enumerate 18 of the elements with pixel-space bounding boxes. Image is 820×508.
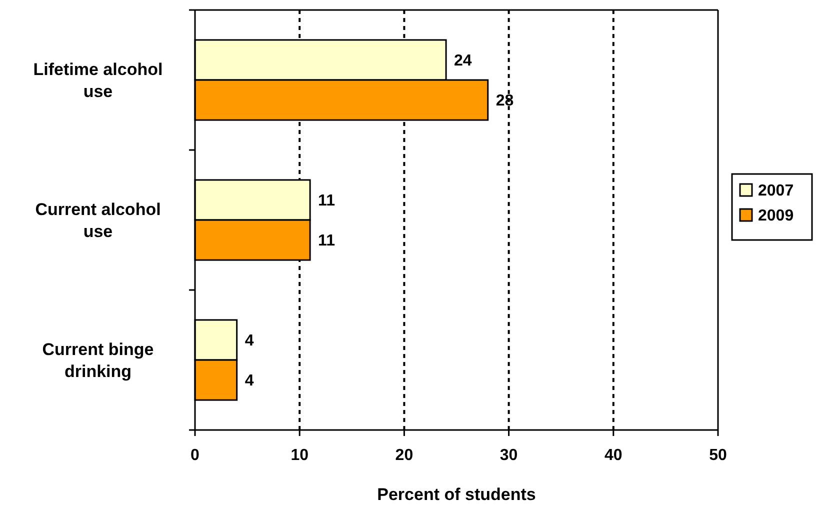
data-label: 4	[244, 372, 254, 390]
data-label: 11	[318, 192, 336, 210]
y-tick-label: Current alcohol use	[35, 200, 161, 241]
x-tick-label: 20	[395, 447, 414, 464]
x-tick-label: 40	[604, 447, 622, 464]
x-axis-title: Percent of students	[377, 485, 536, 504]
data-label: 4	[244, 332, 254, 350]
y-tick-label: Current binge drinking	[42, 340, 154, 381]
x-tick-label: 10	[290, 447, 309, 464]
y-tick-label: Lifetime alcohol use	[33, 60, 163, 101]
data-label: 24	[454, 52, 472, 70]
legend-label: 2007	[758, 182, 794, 200]
data-label: 28	[496, 92, 514, 110]
data-label: 11	[318, 232, 336, 250]
legend-label: 2009	[758, 208, 794, 225]
x-tick-label: 0	[190, 447, 200, 464]
x-tick-label: 30	[500, 447, 518, 464]
x-tick-label: 50	[709, 447, 727, 464]
